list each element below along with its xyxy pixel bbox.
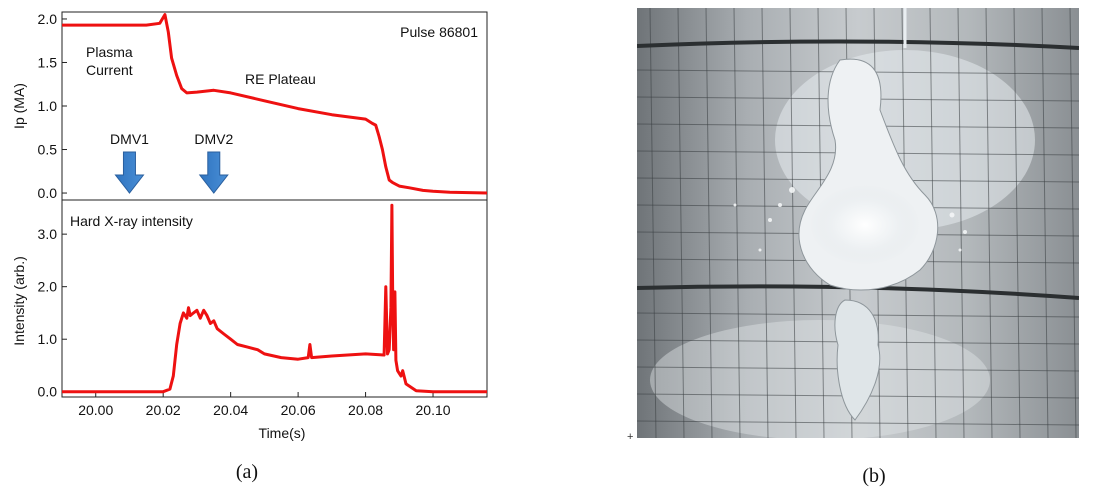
current-y-axis-label: Ip (MA): [11, 83, 27, 129]
panel-label-b: (b): [862, 465, 885, 487]
hxr-x-ticks: 20.00 20.02 20.04 20.06 20.08 20.10: [78, 392, 451, 418]
hxr-y-ticks: 0.0 1.0 2.0 3.0: [38, 226, 67, 400]
hxr-y-axis-label: Intensity (arb.): [11, 256, 27, 345]
dmv1-arrow-icon: [114, 151, 145, 194]
hxr-y-tick-label: 1.0: [38, 331, 58, 347]
time-axis-label: Time(s): [259, 425, 306, 441]
panel-label-a: (a): [236, 461, 258, 483]
time-x-tick-label: 20.00: [78, 402, 113, 418]
current-y-ticks: 0.0 0.5 1.0 1.5 2.0: [38, 11, 67, 201]
hxr-y-tick-label: 3.0: [38, 226, 58, 242]
crosshair-mark: +: [627, 431, 633, 443]
dmv2-arrow-icon: [198, 151, 229, 194]
hxr-y-tick-label: 0.0: [38, 384, 58, 400]
pulse-label: Pulse 86801: [400, 24, 478, 40]
plasma-current-line: [62, 13, 487, 195]
damage-photo: +: [627, 8, 1079, 443]
current-y-tick-label: 1.0: [38, 98, 58, 114]
hxr-y-tick-label: 2.0: [38, 279, 58, 295]
photo-grid-lines: [637, 8, 1079, 438]
hxr-panel: 0.01.02.03.0 20.00 20.02 20.04 20.06 20.08 20…: [11, 199, 488, 441]
plasma-label-line2: Current: [86, 62, 133, 78]
time-x-tick-label: 20.10: [416, 402, 451, 418]
current-y-tick-label: 0.5: [38, 142, 58, 158]
time-x-tick-label: 20.04: [213, 402, 248, 418]
re-plateau-label: RE Plateau: [245, 71, 316, 87]
time-x-tick-label: 20.08: [348, 402, 383, 418]
hard-xray-line: [62, 203, 487, 394]
hxr-plot-frame: [61, 199, 488, 398]
dmv1-label: DMV1: [110, 131, 149, 147]
plasma-label-line1: Plasma: [86, 44, 133, 60]
current-panel: 0.0 0.5 1.0 1.5 2.0 Ip (MA) Pulse 86801 Plas…: [11, 11, 488, 201]
time-x-tick-label: 20.02: [146, 402, 181, 418]
hxr-label: Hard X-ray intensity: [70, 213, 193, 229]
current-y-tick-label: 2.0: [38, 11, 58, 27]
current-y-tick-label: 1.5: [38, 54, 58, 70]
current-y-tick-label: 0.0: [38, 185, 58, 201]
time-x-tick-label: 20.06: [281, 402, 316, 418]
dmv2-label: DMV2: [194, 131, 233, 147]
